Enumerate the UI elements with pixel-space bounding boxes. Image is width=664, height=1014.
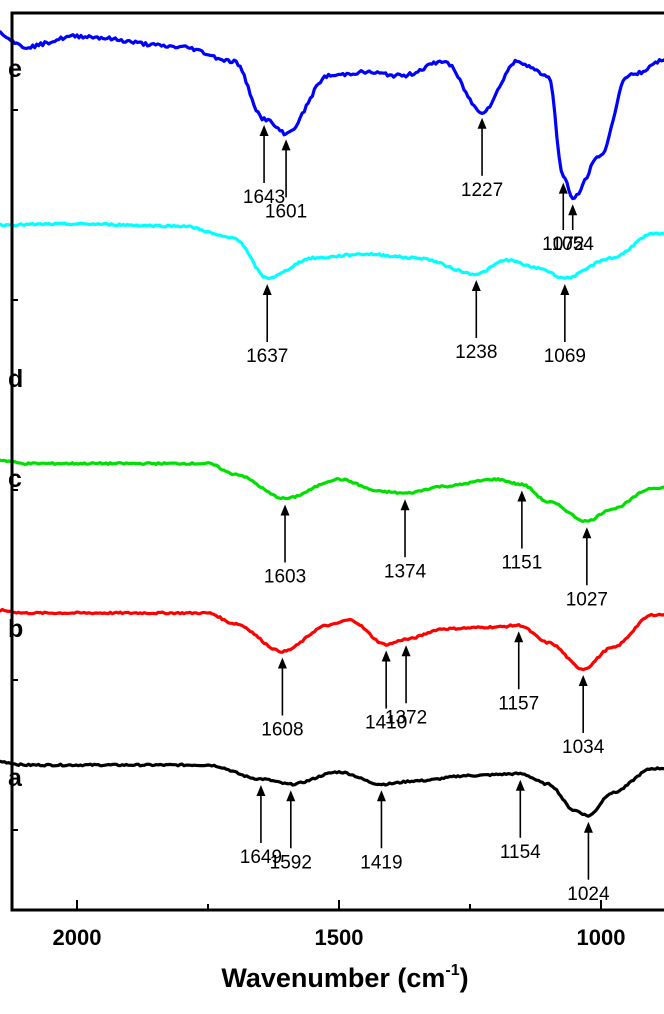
peak-label-a: 1419	[360, 852, 402, 873]
series-label-c: c	[8, 465, 22, 493]
trace-labels: a b c d e	[8, 55, 23, 792]
peak-label-e: 1601	[265, 201, 307, 222]
peak-arrow-head	[560, 284, 570, 295]
peak-label-c: 1151	[501, 553, 542, 574]
peak-arrow-head	[515, 779, 525, 791]
series-label-a: a	[8, 764, 23, 792]
peak-label-e: 1072	[542, 234, 584, 255]
peak-arrow-head	[281, 139, 291, 151]
series-line-b	[0, 607, 664, 672]
x-axis: 350030002500200015001000	[12, 109, 626, 950]
peak-arrow-head	[400, 499, 410, 511]
peak-label-d: 1637	[246, 346, 288, 367]
peak-label-a: 1592	[270, 852, 312, 873]
peak-arrow-head	[262, 284, 272, 295]
peak-arrow-head	[514, 631, 524, 643]
peak-arrow-head	[477, 117, 487, 129]
peak-arrow-head	[277, 657, 287, 669]
peak-arrow-head	[376, 790, 386, 802]
peak-arrow-head	[259, 125, 269, 136]
x-tick-label: 1500	[315, 925, 364, 950]
peak-arrow-head	[471, 280, 481, 291]
peak-arrow-head	[280, 504, 290, 516]
plot-frame	[10, 11, 664, 912]
peak-annotations: 3353287116491592141911541024327328931608…	[240, 117, 610, 905]
series-line-c	[0, 458, 664, 524]
peak-label-b: 1034	[562, 737, 605, 758]
spectra-traces	[0, 30, 664, 818]
series-line-d	[0, 221, 664, 281]
peak-arrow-head	[583, 821, 593, 833]
series-label-e: e	[8, 55, 22, 83]
peak-label-a: 1154	[500, 842, 541, 863]
peak-label-e: 1643	[243, 187, 285, 208]
peak-label-b: 1608	[261, 720, 303, 741]
peak-arrow-head	[401, 645, 411, 657]
series-line-a	[0, 759, 664, 818]
peak-arrow-head	[568, 204, 578, 216]
peak-label-b: 1410	[365, 713, 407, 734]
x-axis-title-superscript: -1	[445, 962, 459, 979]
x-axis-title-close: )	[460, 963, 469, 993]
peak-arrow-head	[558, 182, 568, 194]
x-axis-title-text: Wavenumber (cm	[221, 963, 445, 993]
peak-arrow-head	[578, 675, 588, 686]
peak-label-c: 1603	[264, 567, 306, 588]
peak-arrow-head	[582, 527, 592, 539]
series-label-b: b	[8, 615, 23, 643]
peak-label-e: 1054	[552, 234, 595, 255]
peak-label-d: 1069	[544, 346, 586, 367]
series-label-d: d	[8, 365, 23, 393]
peak-arrow-head	[517, 490, 527, 502]
series-line-e	[0, 30, 664, 201]
peak-label-c: 1374	[384, 561, 427, 582]
x-tick-label: 2000	[53, 925, 102, 950]
peak-label-c: 1027	[566, 589, 608, 610]
peak-label-b: 1157	[498, 693, 539, 714]
x-axis-title: Wavenumber (cm-1)	[221, 962, 468, 993]
peak-label-a: 1024	[567, 884, 610, 905]
peak-label-e: 1227	[461, 180, 503, 201]
x-tick-label: 1000	[577, 925, 626, 950]
peak-arrow-head	[286, 790, 296, 802]
peak-label-b: 1372	[385, 707, 427, 728]
peak-arrow-head	[381, 650, 391, 662]
peak-label-d: 1238	[455, 342, 497, 363]
peak-label-a: 1649	[240, 847, 282, 868]
peak-arrow-head	[256, 785, 266, 796]
